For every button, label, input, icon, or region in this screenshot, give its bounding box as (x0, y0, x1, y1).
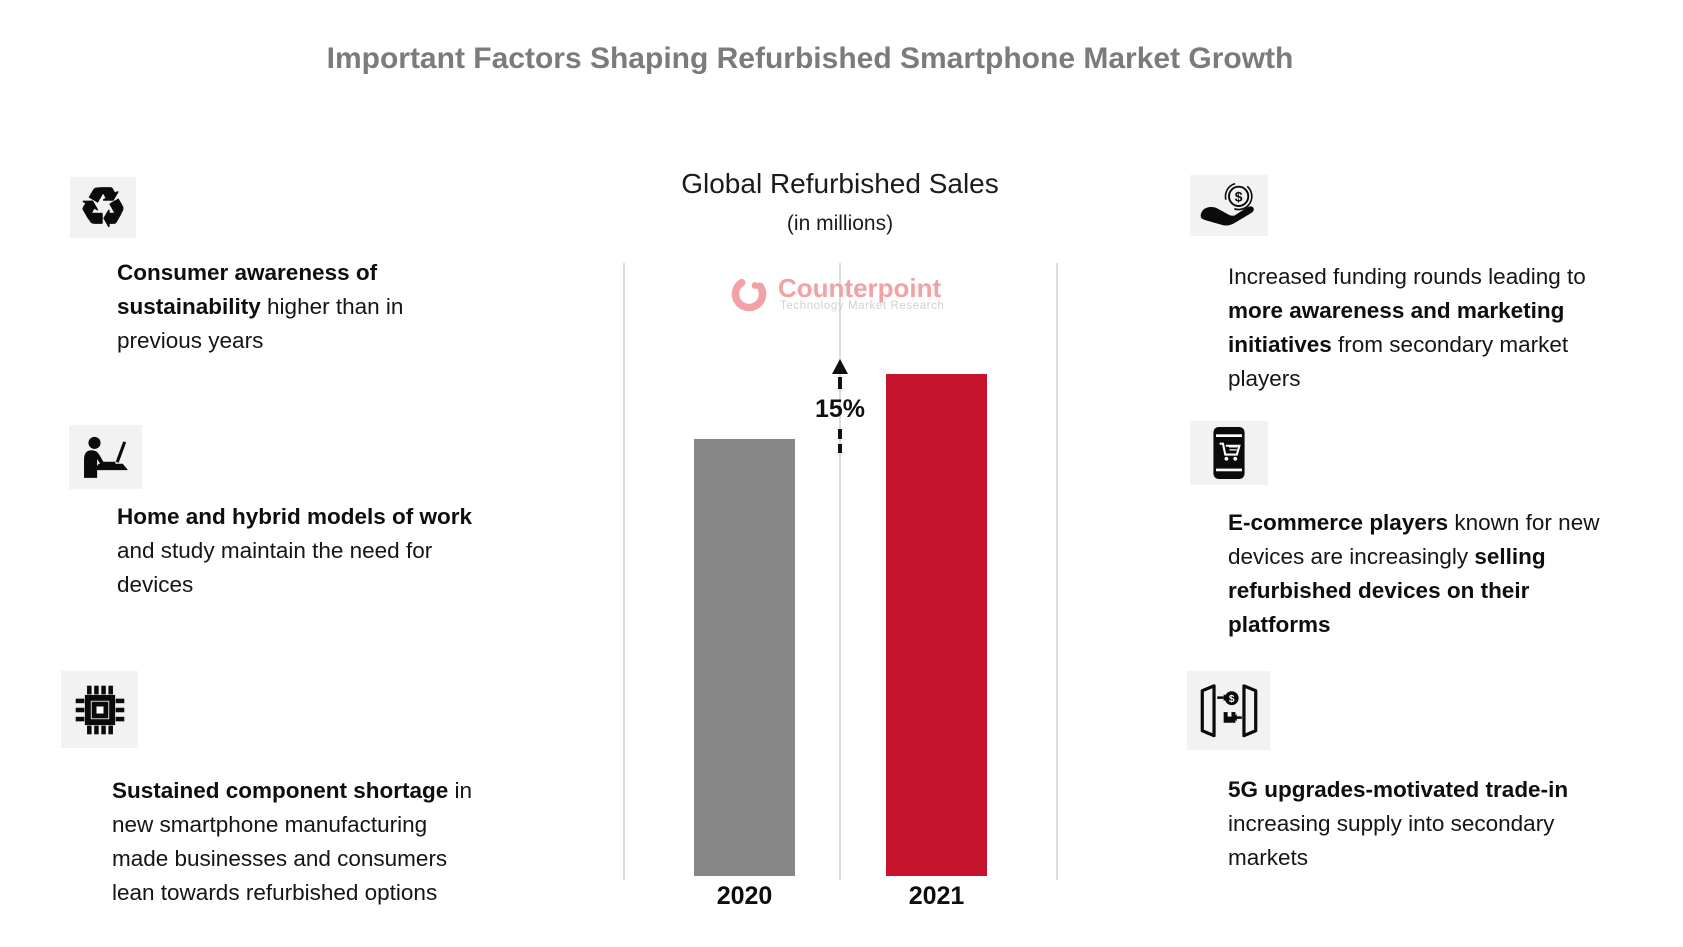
page-title: Important Factors Shaping Refurbished Sm… (326, 42, 1294, 75)
chip-icon (61, 671, 138, 748)
bar-2020 (694, 439, 795, 876)
gridline-center (839, 263, 841, 880)
growth-arrow-dash (838, 377, 842, 389)
gridline-left (623, 263, 625, 880)
svg-text:$: $ (1235, 188, 1243, 204)
chart-title: Global Refurbished Sales (681, 168, 999, 199)
trade-in-icon: $ (1187, 671, 1270, 750)
factor-hybrid-work-text: Home and hybrid models of work and study… (117, 504, 473, 597)
bar-2021 (886, 374, 987, 876)
growth-percentage-label: 15% (814, 395, 866, 423)
factor-sustainability-text: Consumer awareness of sustainability hig… (117, 260, 404, 353)
svg-text:$: $ (1228, 694, 1234, 705)
counterpoint-logo-name: Counterpoint (778, 273, 942, 303)
growth-arrow-icon (832, 359, 848, 374)
gridline-right (1056, 263, 1058, 880)
ecommerce-phone-cart-icon (1190, 421, 1268, 485)
growth-arrow-dash (838, 444, 842, 453)
counterpoint-logo-icon (731, 276, 767, 312)
xaxis-label-2021: 2021 (908, 882, 965, 910)
funding-hand-coin-icon: $ (1190, 175, 1268, 236)
factor-ecommerce-text: E-commerce players known for new devices… (1228, 510, 1600, 637)
factor-funding-text: Increased funding rounds leading to more… (1228, 264, 1586, 391)
factor-5g-tradein-text: 5G upgrades-motivated trade-in increasin… (1228, 777, 1569, 870)
chart-subtitle: (in millions) (786, 212, 894, 235)
growth-arrow-dash (838, 429, 842, 439)
factor-component-shortage-text: Sustained component shortage in new smar… (112, 778, 473, 905)
xaxis-label-2020: 2020 (716, 882, 773, 910)
counterpoint-logo-tagline: Technology Market Research (780, 300, 945, 312)
recycle-icon: ♻ (70, 177, 136, 238)
remote-work-icon (69, 425, 142, 489)
